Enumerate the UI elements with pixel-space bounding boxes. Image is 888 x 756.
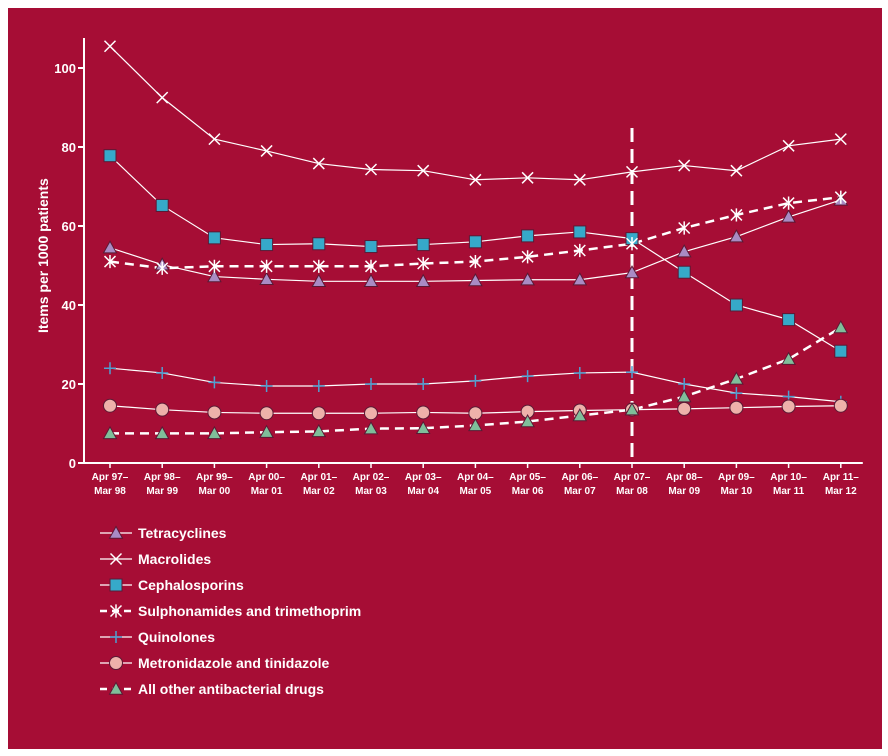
series-2-point xyxy=(104,150,116,162)
legend-label-3: Sulphonamides and trimethoprim xyxy=(138,603,361,619)
series-0-point xyxy=(678,245,691,257)
y-tick-label: 100 xyxy=(54,61,76,76)
y-tick-label: 20 xyxy=(62,377,76,392)
series-5-point xyxy=(834,399,847,412)
series-5-point xyxy=(312,407,325,420)
series-1-point xyxy=(261,145,272,156)
series-5-point xyxy=(678,402,691,415)
series-6-point xyxy=(782,353,795,365)
series-2-point xyxy=(678,266,690,278)
x-tick-label: Apr 06– Mar 07 xyxy=(561,472,598,497)
series-4-point xyxy=(104,362,116,374)
series-5-point xyxy=(260,407,273,420)
series-0-point xyxy=(521,273,534,285)
series-4-point xyxy=(574,367,586,379)
series-4-point xyxy=(156,367,168,379)
x-tick-label: Apr 03– Mar 04 xyxy=(405,472,442,497)
series-5-point xyxy=(730,401,743,414)
series-0-point xyxy=(626,266,639,278)
series-5-point xyxy=(782,400,795,413)
series-0-point xyxy=(104,241,117,253)
series-2-point xyxy=(730,299,742,311)
x-tick-label: Apr 11– Mar 12 xyxy=(823,472,860,497)
series-5-point xyxy=(156,403,169,416)
series-5-point xyxy=(365,407,378,420)
x-tick-label: Apr 04– Mar 05 xyxy=(457,472,494,497)
series-0-point xyxy=(365,275,378,287)
series-0-point xyxy=(730,230,743,242)
y-tick-label: 80 xyxy=(62,140,76,155)
series-0-point xyxy=(782,210,795,222)
legend-label-5: Metronidazole and tinidazole xyxy=(138,655,330,671)
series-2-point xyxy=(574,226,586,238)
series-1-point xyxy=(105,41,116,52)
x-tick-label: Apr 05– Mar 06 xyxy=(509,472,546,497)
series-4-point xyxy=(730,387,742,399)
legend-label-4: Quinolones xyxy=(138,629,215,645)
series-1-point xyxy=(157,92,168,103)
series-4-point xyxy=(365,378,377,390)
series-2-point xyxy=(156,199,168,211)
x-tick-label: Apr 09– Mar 10 xyxy=(718,472,755,497)
y-tick-label: 0 xyxy=(69,456,76,471)
series-5-point xyxy=(417,406,430,419)
x-tick-label: Apr 98– Mar 99 xyxy=(144,472,181,497)
series-5-point xyxy=(208,406,221,419)
legend-marker-5 xyxy=(110,657,123,670)
x-tick-label: Apr 00– Mar 01 xyxy=(248,472,285,497)
x-tick-label: Apr 99– Mar 00 xyxy=(196,472,233,497)
series-2-point xyxy=(469,236,481,248)
series-4-point xyxy=(417,378,429,390)
x-tick-label: Apr 01– Mar 02 xyxy=(300,472,337,497)
series-6-point xyxy=(678,390,691,402)
y-tick-label: 40 xyxy=(62,298,76,313)
legend-marker-6 xyxy=(110,683,123,695)
series-2-point xyxy=(417,239,429,251)
series-4-point xyxy=(522,370,534,382)
legend-label-1: Macrolides xyxy=(138,551,211,567)
y-tick-label: 60 xyxy=(62,219,76,234)
series-3-point xyxy=(835,191,846,204)
x-tick-label: Apr 97– Mar 98 xyxy=(92,472,129,497)
series-2-point xyxy=(783,314,795,326)
series-4-point xyxy=(678,378,690,390)
series-5-point xyxy=(469,407,482,420)
legend-marker-0 xyxy=(110,527,123,539)
legend-label-6: All other antibacterial drugs xyxy=(138,681,324,697)
series-4-point xyxy=(626,366,638,378)
series-4-point xyxy=(261,380,273,392)
series-line-1 xyxy=(110,46,841,180)
legend-marker-4 xyxy=(110,631,122,643)
series-2-point xyxy=(365,241,377,253)
series-2-point xyxy=(835,345,847,357)
series-2-point xyxy=(261,239,273,251)
series-1-point xyxy=(209,134,220,145)
x-tick-label: Apr 08– Mar 09 xyxy=(666,472,703,497)
series-4-point xyxy=(208,376,220,388)
series-2-point xyxy=(208,232,220,244)
series-5-point xyxy=(104,399,117,412)
x-tick-label: Apr 07– Mar 08 xyxy=(614,472,651,497)
series-4-point xyxy=(313,380,325,392)
legend-label-0: Tetracyclines xyxy=(138,525,227,541)
x-tick-label: Apr 10– Mar 11 xyxy=(770,472,807,497)
series-6-point xyxy=(834,321,847,333)
series-2-point xyxy=(522,230,534,242)
series-4-point xyxy=(469,375,481,387)
series-line-2 xyxy=(110,156,841,352)
legend-marker-2 xyxy=(110,579,122,591)
legend-label-2: Cephalosporins xyxy=(138,577,244,593)
x-tick-label: Apr 02– Mar 03 xyxy=(353,472,390,497)
series-2-point xyxy=(313,238,325,250)
y-axis-label: Items per 1000 patients xyxy=(35,178,51,333)
